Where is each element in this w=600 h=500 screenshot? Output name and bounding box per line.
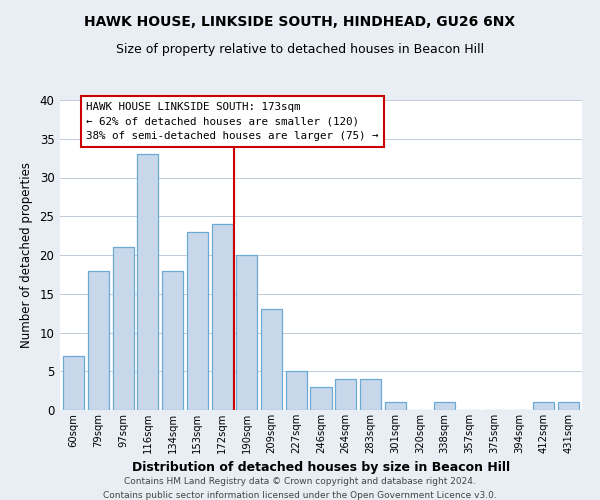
Bar — [261, 309, 282, 410]
Bar — [137, 154, 158, 410]
Bar — [63, 356, 84, 410]
Bar — [113, 247, 134, 410]
Bar — [187, 232, 208, 410]
X-axis label: Distribution of detached houses by size in Beacon Hill: Distribution of detached houses by size … — [132, 462, 510, 474]
Bar — [162, 270, 183, 410]
Bar — [286, 371, 307, 410]
Bar — [434, 402, 455, 410]
Bar — [310, 387, 332, 410]
Bar — [212, 224, 233, 410]
Bar — [385, 402, 406, 410]
Bar — [236, 255, 257, 410]
Text: HAWK HOUSE LINKSIDE SOUTH: 173sqm
← 62% of detached houses are smaller (120)
38%: HAWK HOUSE LINKSIDE SOUTH: 173sqm ← 62% … — [86, 102, 379, 141]
Text: Contains public sector information licensed under the Open Government Licence v3: Contains public sector information licen… — [103, 491, 497, 500]
Bar — [558, 402, 579, 410]
Text: Contains HM Land Registry data © Crown copyright and database right 2024.: Contains HM Land Registry data © Crown c… — [124, 478, 476, 486]
Bar — [360, 379, 381, 410]
Y-axis label: Number of detached properties: Number of detached properties — [20, 162, 32, 348]
Bar — [335, 379, 356, 410]
Text: Size of property relative to detached houses in Beacon Hill: Size of property relative to detached ho… — [116, 42, 484, 56]
Bar — [88, 270, 109, 410]
Bar — [533, 402, 554, 410]
Text: HAWK HOUSE, LINKSIDE SOUTH, HINDHEAD, GU26 6NX: HAWK HOUSE, LINKSIDE SOUTH, HINDHEAD, GU… — [85, 15, 515, 29]
